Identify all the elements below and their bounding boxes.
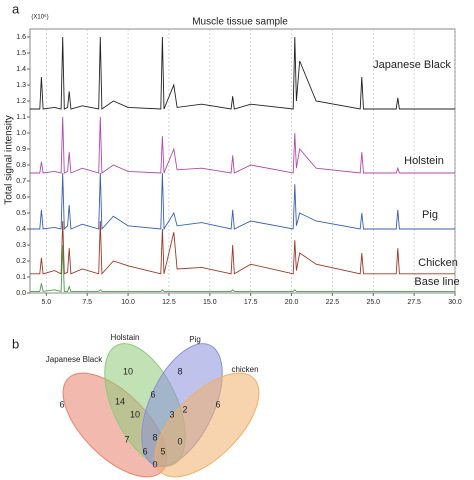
x-tick-label: 27.5 [407, 299, 421, 306]
y-unit: (X10⁶) [31, 14, 48, 21]
venn-count: 8 [177, 366, 182, 376]
y-tick-label: 0.3 [16, 242, 26, 249]
y-tick-label: 0.4 [16, 226, 26, 233]
x-tick-label: 12.5 [162, 299, 176, 306]
venn-count: 0 [152, 459, 157, 469]
y-tick-label: 0.1 [16, 274, 26, 281]
x-tick-label: 20.0 [285, 299, 299, 306]
venn-count: 7 [124, 434, 129, 444]
series-line [30, 220, 455, 275]
series-line [30, 172, 455, 231]
venn-set [154, 372, 260, 478]
y-tick-label: 1.3 [16, 82, 26, 89]
chart-title: Muscle tissue sample [192, 17, 288, 28]
y-tick-label: 0.6 [16, 194, 26, 201]
y-tick-label: 1.5 [16, 50, 26, 57]
series-label: Base line [414, 276, 460, 288]
y-tick-label: 1.2 [16, 98, 26, 105]
y-tick-label: 1.0 [16, 130, 26, 137]
y-tick-label: 0.5 [16, 210, 26, 217]
series-line [30, 36, 455, 110]
y-tick-label: 0.7 [16, 178, 26, 185]
venn-set-label: chicken [231, 365, 259, 374]
x-tick-label: 5.0 [41, 299, 51, 306]
series-line [30, 244, 455, 292]
x-tick-label: 15.0 [203, 299, 217, 306]
venn-count: 6 [142, 446, 147, 456]
series-label: Japanese Black [373, 59, 451, 71]
venn-set-label: Japanese Black [45, 355, 103, 364]
venn-count: 3 [169, 409, 174, 419]
x-tick-label: 22.5 [326, 299, 340, 306]
series-label: Pig [422, 209, 438, 221]
y-tick-label: 1.6 [16, 34, 26, 41]
x-tick-label: 30.0 [448, 299, 462, 306]
y-tick-label: 0.0 [16, 290, 26, 297]
venn-count: 0 [177, 436, 182, 446]
venn-count: 6 [59, 399, 64, 409]
x-tick-label: 10.0 [121, 299, 135, 306]
venn-set-label: Pig [189, 335, 201, 344]
y-tick-label: 1.4 [16, 66, 26, 73]
venn-count: 8 [152, 432, 157, 442]
panel-label: a [12, 1, 20, 16]
venn-set-label: Holstain [110, 333, 140, 342]
series-label: Holstein [404, 155, 444, 167]
venn-count: 10 [123, 366, 133, 376]
venn-count: 2 [182, 404, 187, 414]
venn-count: 10 [130, 409, 140, 419]
venn-count: 14 [115, 396, 125, 406]
y-tick-label: 0.8 [16, 162, 26, 169]
venn-count: 6 [150, 389, 155, 399]
venn-count: 5 [160, 446, 165, 456]
y-tick-label: 0.9 [16, 146, 26, 153]
x-tick-label: 17.5 [244, 299, 258, 306]
series-line [30, 116, 455, 174]
venn [62, 343, 260, 478]
panel-label: b [12, 336, 19, 351]
y-tick-label: 1.1 [16, 114, 26, 121]
venn-count: 6 [215, 399, 220, 409]
x-tick-label: 25.0 [366, 299, 380, 306]
y-tick-label: 0.2 [16, 258, 26, 265]
x-tick-label: 7.5 [82, 299, 92, 306]
series-label: Chicken [418, 257, 458, 269]
y-axis-label: Total signal intensity [4, 115, 15, 205]
